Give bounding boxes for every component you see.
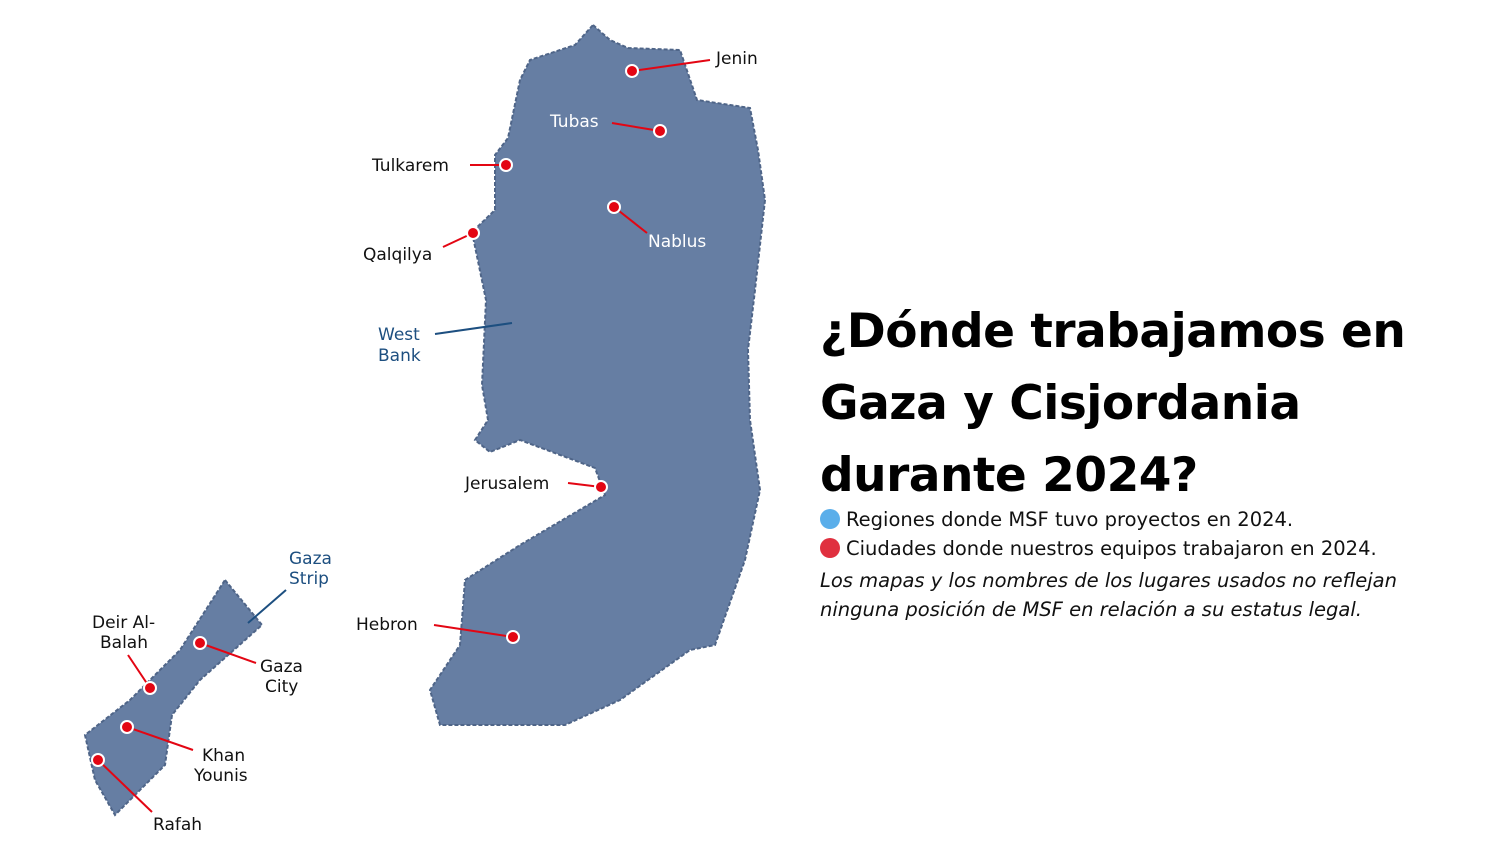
- label-rafah: Rafah: [153, 815, 202, 835]
- label-khan: Khan: [202, 746, 245, 766]
- blue-dot-icon: [820, 509, 840, 529]
- red-dot-icon: [820, 538, 840, 558]
- label-gaza-region: Gaza: [289, 549, 332, 569]
- pin-qalqilya[interactable]: [466, 226, 480, 240]
- label-nablus: Nablus: [648, 232, 706, 252]
- legend-text: Regiones donde MSF tuvo proyectos en 202…: [846, 508, 1294, 531]
- pin-jenin[interactable]: [625, 64, 639, 78]
- label-younis: Younis: [193, 766, 248, 786]
- region-leader-lines: [247, 322, 513, 624]
- label-jenin: Jenin: [715, 49, 758, 69]
- west-bank-region: [428, 23, 767, 726]
- label-deir: Deir Al-: [92, 613, 155, 633]
- legend-item-regions: Regiones donde MSF tuvo proyectos en 202…: [820, 508, 1293, 531]
- pin-gaza-city[interactable]: [193, 636, 207, 650]
- pin-deir-al-balah[interactable]: [143, 681, 157, 695]
- pin-nablus[interactable]: [607, 200, 621, 214]
- disclaimer-note: Los mapas y los nombres de los lugares u…: [820, 569, 1397, 621]
- label-tulkarem: Tulkarem: [371, 156, 449, 176]
- label-balah: Balah: [100, 633, 148, 653]
- pin-tulkarem[interactable]: [499, 158, 513, 172]
- pin-jerusalem[interactable]: [594, 480, 608, 494]
- pin-tubas[interactable]: [653, 124, 667, 138]
- legend-item-cities: Ciudades donde nuestros equipos trabajar…: [820, 537, 1377, 560]
- label-bank: Bank: [378, 346, 421, 366]
- label-tubas: Tubas: [549, 112, 599, 132]
- label-west: West: [378, 325, 420, 345]
- pin-hebron[interactable]: [506, 630, 520, 644]
- label-city: City: [265, 677, 298, 697]
- label-hebron: Hebron: [356, 615, 418, 635]
- label-jerusalem: Jerusalem: [464, 474, 549, 494]
- label-strip: Strip: [289, 569, 329, 589]
- pin-rafah[interactable]: [91, 753, 105, 767]
- label-gaza: Gaza: [260, 657, 303, 677]
- label-qalqilya: Qalqilya: [363, 245, 432, 265]
- page-title: ¿Dónde trabajamos en Gaza y Cisjordania …: [820, 304, 1406, 503]
- legend-text: Ciudades donde nuestros equipos trabajar…: [846, 537, 1377, 560]
- pin-khan-younis[interactable]: [120, 720, 134, 734]
